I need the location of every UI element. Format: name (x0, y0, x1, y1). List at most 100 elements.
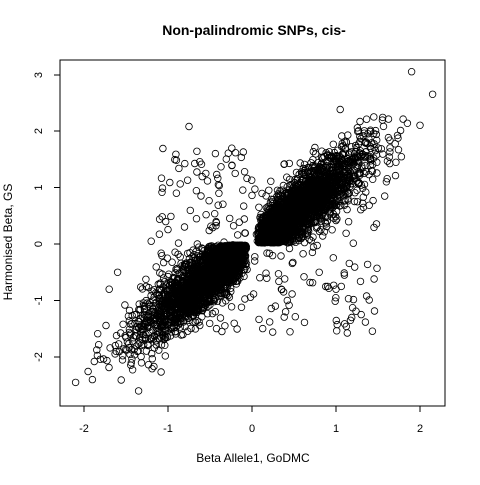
scatter-point (297, 168, 306, 176)
scatter-point (383, 174, 391, 183)
scatter-point (263, 211, 271, 219)
scatter-point (290, 179, 298, 187)
scatter-point (269, 205, 277, 213)
scatter-point (308, 217, 316, 226)
scatter-point (268, 227, 276, 235)
scatter-point (386, 144, 394, 152)
scatter-point (285, 175, 294, 184)
scatter-point (336, 170, 344, 179)
scatter-point (345, 177, 353, 186)
scatter-point (280, 203, 289, 211)
scatter-point (259, 230, 268, 238)
scatter-point (323, 202, 331, 211)
scatter-point (362, 188, 370, 196)
scatter-point (283, 212, 291, 221)
scatter-point (264, 230, 273, 238)
scatter-point (355, 178, 363, 187)
scatter-point (293, 185, 301, 193)
scatter-point (291, 186, 299, 194)
scatter-point (323, 161, 332, 170)
scatter-point (269, 195, 277, 204)
scatter-point (333, 215, 341, 223)
y-axis-label: Harmonised Beta, GS (1, 184, 15, 301)
scatter-point (278, 237, 286, 246)
scatter-point (348, 142, 356, 151)
scatter-point (377, 145, 385, 153)
scatter-point (309, 147, 317, 156)
points-layer (71, 67, 437, 395)
scatter-point (291, 181, 300, 189)
scatter-point (358, 162, 366, 170)
scatter-point (370, 143, 378, 152)
scatter-point (378, 116, 387, 124)
scatter-point (332, 201, 340, 209)
scatter-point (372, 130, 380, 139)
scatter-point (314, 176, 322, 185)
scatter-point (353, 124, 362, 132)
scatter-point (338, 132, 346, 140)
scatter-point (357, 134, 365, 143)
scatter-point (303, 208, 311, 216)
scatter-point (381, 192, 389, 200)
scatter-point (339, 142, 347, 150)
scatter-point (366, 155, 374, 164)
scatter-point (306, 186, 315, 195)
scatter-point (328, 226, 336, 234)
scatter-point (366, 161, 374, 170)
scatter-point (333, 157, 341, 166)
scatter-point (361, 161, 369, 170)
scatter-point (366, 127, 375, 136)
scatter-point (269, 236, 278, 245)
scatter-point (275, 201, 283, 209)
scatter-point (297, 229, 305, 238)
scatter-point (295, 187, 303, 196)
scatter-point (379, 113, 387, 122)
scatter-point (286, 194, 294, 202)
scatter-point (399, 115, 407, 123)
scatter-point (264, 225, 272, 234)
scatter-point (300, 170, 308, 178)
scatter-point (374, 144, 383, 152)
scatter-point (360, 127, 368, 135)
scatter-point (344, 189, 352, 198)
scatter-point (274, 228, 282, 237)
scatter-point (372, 151, 381, 159)
scatter-point (324, 176, 332, 185)
scatter-point (273, 203, 281, 212)
scatter-point (314, 196, 322, 205)
scatter-point (373, 169, 381, 177)
scatter-point (356, 117, 364, 126)
scatter-point (277, 194, 285, 203)
scatter-point (268, 238, 276, 247)
scatter-point (343, 167, 351, 175)
scatter-point (344, 131, 352, 139)
scatter-point (344, 197, 352, 205)
scatter-point (386, 136, 394, 144)
scatter-point (314, 166, 322, 174)
scatter-point (335, 165, 344, 173)
scatter-point (332, 216, 340, 225)
scatter-point (284, 213, 293, 222)
scatter-point (301, 199, 310, 208)
scatter-point (397, 152, 406, 161)
scatter-point (303, 226, 312, 235)
scatter-point (392, 158, 400, 166)
scatter-point (344, 154, 352, 163)
scatter-point (394, 145, 403, 154)
scatter-point (371, 126, 380, 135)
scatter-point (279, 181, 288, 190)
scatter-point (337, 142, 346, 151)
scatter-point (366, 142, 374, 150)
x-axis-label: Beta Allele1, GoDMC (196, 451, 310, 465)
scatter-point (350, 150, 359, 158)
chart-title: Non-palindromic SNPs, cis- (162, 22, 346, 38)
scatter-point (309, 161, 317, 170)
scatter-point (321, 218, 329, 227)
scatter-point (335, 168, 344, 176)
scatter-point (353, 197, 362, 206)
scatter-point (362, 115, 371, 123)
scatter-point (282, 204, 291, 212)
scatter-point (286, 180, 295, 189)
